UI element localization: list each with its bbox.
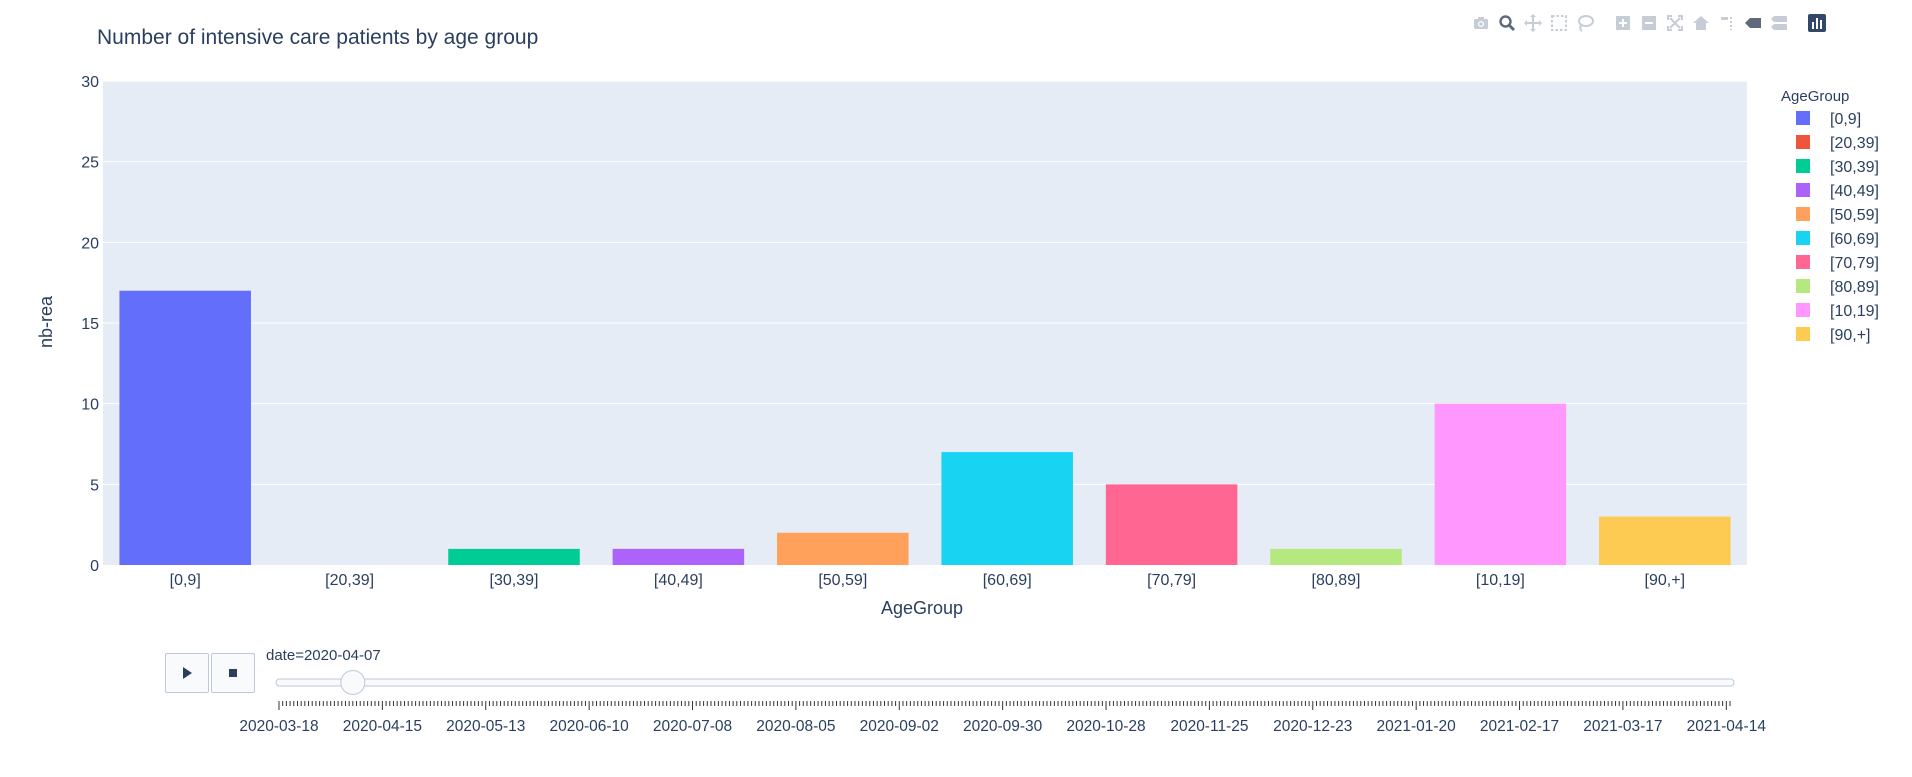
camera-icon[interactable]: [1468, 10, 1494, 36]
legend-swatch[interactable]: [1796, 207, 1810, 221]
play-button[interactable]: [165, 653, 209, 693]
slider-tick-label: 2020-09-02: [860, 718, 939, 735]
legend-item-label[interactable]: [10,19]: [1830, 303, 1879, 320]
slider-tick-label: 2020-10-28: [1066, 718, 1145, 735]
plotly-logo-icon[interactable]: [1804, 10, 1830, 36]
legend-swatch[interactable]: [1796, 279, 1810, 293]
slider-tick-label: 2020-06-10: [549, 718, 629, 735]
legend-swatch[interactable]: [1796, 111, 1810, 125]
zoom-icon[interactable]: [1494, 10, 1520, 36]
play-icon: [183, 667, 192, 679]
legend-item-label[interactable]: [80,89]: [1830, 279, 1879, 296]
legend-swatch[interactable]: [1796, 231, 1810, 245]
legend-item-label[interactable]: [0,9]: [1830, 111, 1861, 128]
lasso-icon[interactable]: [1572, 10, 1598, 36]
y-tick-label: 20: [81, 235, 99, 252]
legend-item-label[interactable]: [20,39]: [1830, 135, 1879, 152]
bar[interactable]: [1599, 516, 1731, 565]
y-axis-ticks: 0 5 10 15 20 25 30: [81, 74, 99, 575]
slider-tick-label: 2021-02-17: [1480, 718, 1559, 735]
zoom-out-icon[interactable]: [1636, 10, 1662, 36]
legend-swatch[interactable]: [1796, 303, 1810, 317]
slider-tick-label: 2020-07-08: [653, 718, 732, 735]
slider-rail[interactable]: [275, 678, 1735, 687]
x-tick-label: [30,39]: [490, 572, 539, 589]
y-tick-label: 30: [81, 74, 99, 91]
hover-compare-icon[interactable]: [1766, 10, 1792, 36]
box-select-icon[interactable]: [1546, 10, 1572, 36]
slider-handle[interactable]: [340, 670, 366, 695]
bar[interactable]: [1434, 403, 1567, 565]
pan-icon[interactable]: [1520, 10, 1546, 36]
legend: [0,9] [20,39] [30,39] [40,49] [50,59] [60,69]…: [1796, 111, 1879, 344]
x-tick-label: [70,79]: [1147, 572, 1196, 589]
slider-tick-label: 2020-03-18: [239, 718, 318, 735]
x-tick-label: [90,+]: [1645, 572, 1685, 589]
y-tick-label: 10: [81, 397, 99, 414]
x-tick-label: [10,19]: [1476, 572, 1525, 589]
bar[interactable]: [612, 548, 745, 565]
stop-icon: [229, 669, 237, 677]
autoscale-icon[interactable]: [1662, 10, 1688, 36]
y-tick-label: 15: [81, 316, 99, 333]
slider-tick-label: 2020-05-13: [446, 718, 525, 735]
chart-title: Number of intensive care patients by age…: [97, 26, 538, 49]
slider-tick-label: 2020-12-23: [1273, 718, 1352, 735]
slider-tick-label: 2021-03-17: [1583, 718, 1662, 735]
bars: [119, 290, 1731, 565]
x-tick-label: [50,59]: [818, 572, 867, 589]
x-axis-ticks: [0,9] [20,39] [30,39] [40,49] [50,59] [60,69]…: [170, 572, 1685, 589]
x-tick-label: [80,89]: [1312, 572, 1361, 589]
bar[interactable]: [1270, 548, 1402, 565]
bar[interactable]: [941, 452, 1073, 565]
x-tick-label: [60,69]: [983, 572, 1032, 589]
spike-lines-icon[interactable]: [1714, 10, 1740, 36]
legend-swatch[interactable]: [1796, 255, 1810, 269]
reset-axes-icon[interactable]: [1688, 10, 1714, 36]
slider-tick-label: 2020-08-05: [756, 718, 835, 735]
slider-tick-label: 2020-04-15: [343, 718, 422, 735]
x-tick-label: [20,39]: [325, 572, 374, 589]
hover-closest-icon[interactable]: [1740, 10, 1766, 36]
legend-swatch[interactable]: [1796, 327, 1810, 341]
slider-ticks: 2020-03-18 2020-04-15 2020-05-13 2020-06-10…: [239, 701, 1766, 735]
legend-item-label[interactable]: [90,+]: [1830, 327, 1870, 344]
slider-current-value: date=2020-04-07: [266, 647, 381, 664]
legend-swatch[interactable]: [1796, 159, 1810, 173]
x-tick-label: [40,49]: [654, 572, 703, 589]
y-axis-title: nb-rea: [36, 295, 56, 348]
legend-item-label[interactable]: [60,69]: [1830, 231, 1879, 248]
bar[interactable]: [119, 290, 251, 565]
x-axis-title: AgeGroup: [881, 598, 963, 618]
stop-button[interactable]: [211, 653, 255, 693]
legend-item-label[interactable]: [50,59]: [1830, 207, 1879, 224]
modebar: [1468, 10, 1830, 36]
legend-item-label[interactable]: [40,49]: [1830, 183, 1879, 200]
bar[interactable]: [448, 548, 580, 565]
slider-tick-label: 2021-04-14: [1687, 718, 1767, 735]
legend-title: AgeGroup: [1781, 88, 1849, 105]
legend-swatch[interactable]: [1796, 183, 1810, 197]
legend-item-label[interactable]: [30,39]: [1830, 159, 1879, 176]
legend-swatch[interactable]: [1796, 135, 1810, 149]
zoom-in-icon[interactable]: [1610, 10, 1636, 36]
legend-item-label[interactable]: [70,79]: [1830, 255, 1879, 272]
y-tick-label: 0: [90, 558, 99, 575]
x-tick-label: [0,9]: [170, 572, 201, 589]
bar[interactable]: [1105, 484, 1238, 565]
y-tick-label: 25: [81, 155, 99, 172]
y-tick-label: 5: [90, 477, 99, 494]
slider-tick-label: 2020-09-30: [963, 718, 1043, 735]
slider-tick-label: 2020-11-25: [1170, 718, 1248, 735]
bar[interactable]: [777, 532, 909, 565]
slider-tick-label: 2021-01-20: [1377, 718, 1457, 735]
